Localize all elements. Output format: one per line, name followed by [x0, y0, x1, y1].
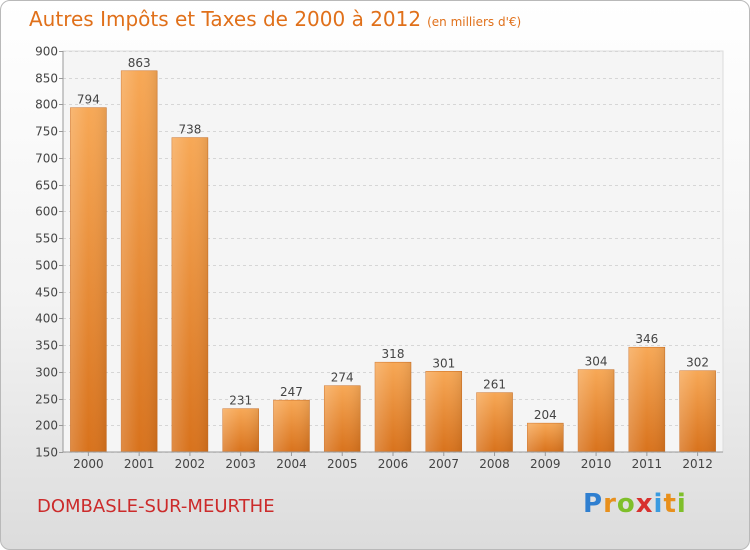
bar-value-label: 274: [331, 371, 354, 385]
bar-shine: [628, 347, 665, 452]
bar-shine: [324, 385, 361, 452]
logo-letter: x: [635, 489, 654, 519]
y-tick-label: 900: [35, 45, 58, 59]
y-tick-label: 600: [35, 205, 58, 219]
y-tick-label: 550: [35, 232, 58, 246]
x-tick-label: 2010: [581, 457, 612, 471]
y-tick-label: 500: [35, 259, 58, 273]
y-tick-label: 150: [35, 446, 58, 460]
bar-value-label: 738: [178, 123, 201, 137]
bar-value-label: 231: [229, 394, 252, 408]
bar-value-label: 304: [585, 355, 608, 369]
x-tick-label: 2009: [530, 457, 561, 471]
x-tick-label: 2006: [378, 457, 409, 471]
logo-letter: r: [603, 489, 617, 519]
x-tick-label: 2008: [479, 457, 510, 471]
bar-shine: [222, 408, 259, 452]
bar-shine: [527, 423, 564, 452]
chart-subtitle: (en milliers d'€): [427, 15, 522, 29]
y-tick-label: 250: [35, 393, 58, 407]
x-tick-label: 2004: [276, 457, 307, 471]
bar-value-label: 302: [686, 356, 709, 370]
bar-shine: [273, 400, 310, 452]
proxiti-logo: Proxiti: [583, 489, 687, 519]
y-tick-label: 350: [35, 339, 58, 353]
logo-letter: t: [663, 489, 677, 519]
y-tick-label: 200: [35, 419, 58, 433]
bar-shine: [70, 107, 107, 452]
x-tick-label: 2011: [632, 457, 663, 471]
bar-value-label: 794: [77, 93, 100, 107]
bar-value-label: 301: [432, 356, 455, 370]
y-tick-label: 450: [35, 286, 58, 300]
logo-letter: i: [653, 489, 664, 519]
y-tick-label: 650: [35, 179, 58, 193]
x-tick-label: 2000: [73, 457, 104, 471]
logo-letter: o: [616, 489, 636, 519]
chart-title: Autres Impôts et Taxes de 2000 à 2012 (en…: [29, 7, 521, 35]
bar-shine: [476, 392, 513, 452]
y-tick-label: 750: [35, 125, 58, 139]
bar-shine: [578, 369, 615, 452]
bar-shine: [171, 137, 208, 452]
x-tick-label: 2005: [327, 457, 358, 471]
y-tick-label: 850: [35, 72, 58, 86]
y-tick-label: 400: [35, 312, 58, 326]
bar-shine: [679, 370, 716, 452]
bar-value-label: 346: [635, 332, 658, 346]
bar-value-label: 318: [382, 347, 405, 361]
town-name: DOMBASLE-SUR-MEURTHE: [37, 496, 275, 517]
x-tick-label: 2007: [428, 457, 459, 471]
chart-title-text: Autres Impôts et Taxes de 2000 à 2012: [29, 7, 422, 31]
bar-shine: [425, 371, 462, 452]
bar-shine: [375, 362, 411, 452]
bar-value-label: 261: [483, 378, 506, 392]
y-tick-label: 800: [35, 98, 58, 112]
bar-shine: [121, 70, 158, 453]
x-tick-label: 2012: [682, 457, 713, 471]
y-tick-label: 300: [35, 366, 58, 380]
bar-value-label: 204: [534, 408, 557, 422]
bar-value-label: 247: [280, 385, 303, 399]
logo-letter: i: [676, 489, 687, 519]
x-tick-label: 2001: [124, 457, 155, 471]
x-tick-label: 2003: [225, 457, 256, 471]
bar-value-label: 863: [128, 56, 151, 70]
x-tick-label: 2002: [175, 457, 206, 471]
logo-letter: P: [583, 489, 604, 519]
y-tick-label: 700: [35, 152, 58, 166]
